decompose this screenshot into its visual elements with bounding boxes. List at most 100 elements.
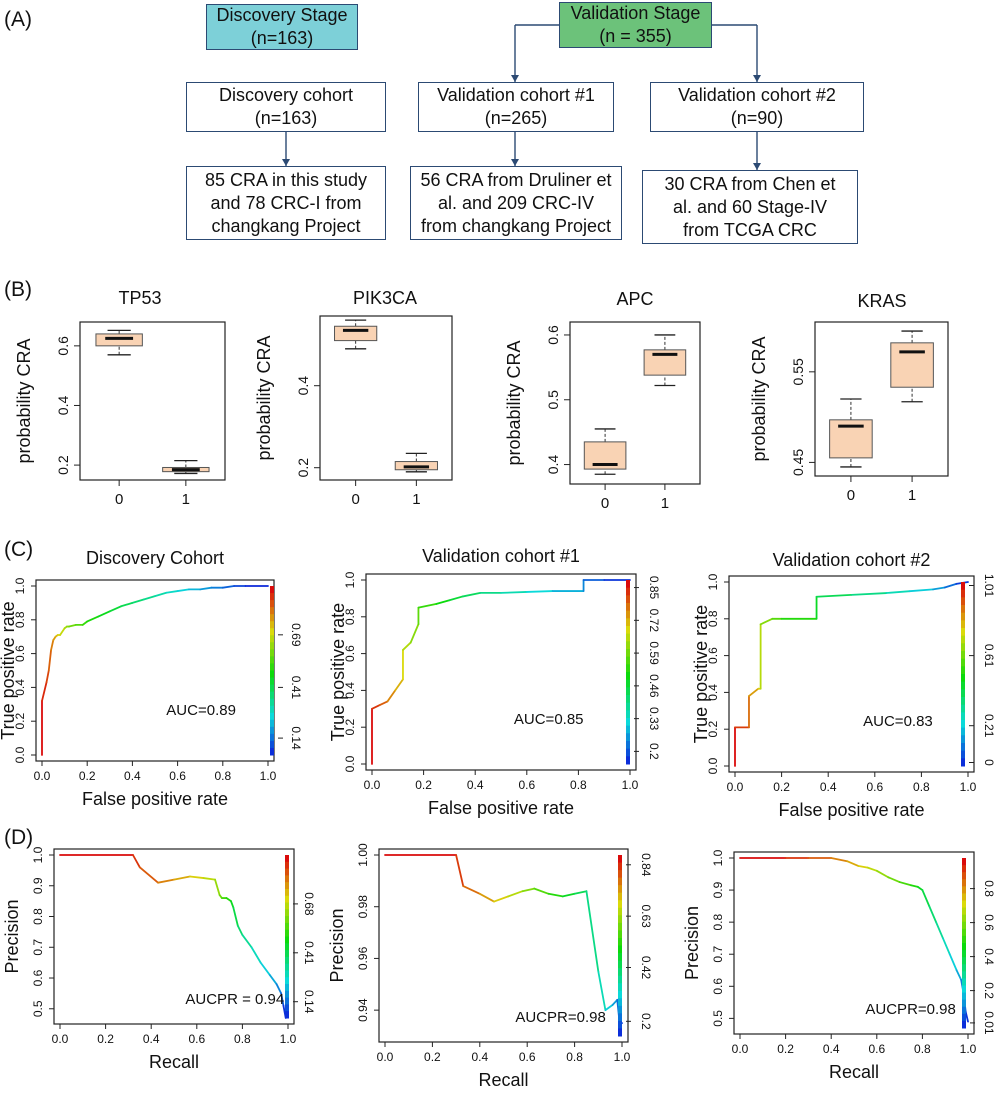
colorbar-tick-label-1-4: 0.72 (647, 609, 661, 633)
curve-segment-3-14 (241, 934, 253, 949)
colorbar-3-11 (285, 929, 289, 937)
colorbar-5-5 (962, 893, 966, 901)
colorbar-2-8 (961, 643, 965, 652)
colorbar-tick-label-3-0: 0.14 (302, 990, 316, 1014)
curve-segment-5-5 (857, 865, 869, 869)
plot-xlabel-0: False positive rate (82, 789, 228, 809)
plot-ytick-label-0-3: 0.6 (13, 645, 27, 662)
colorbar-2-19 (961, 727, 965, 736)
plot-ytick-label-3-4: 0.9 (31, 877, 45, 894)
colorbar-1-15 (626, 695, 630, 704)
curve-segment-1-3 (386, 689, 397, 703)
plot-xtick-label-1-4: 0.8 (570, 778, 587, 792)
colorbar-5-11 (962, 935, 966, 944)
colorbar-tick-label-5-4: 0.8 (982, 880, 996, 897)
colorbar-0-21 (270, 733, 274, 742)
colorbar-5-16 (962, 971, 966, 979)
plot-xlabel-2: False positive rate (778, 800, 924, 820)
curve-segment-2-14 (932, 586, 946, 591)
curve-segment-2-6 (759, 617, 774, 626)
plot-ylabel-1: True positive rate (328, 603, 348, 741)
colorbar-0-16 (270, 698, 274, 707)
colorbar-3-15 (285, 956, 289, 965)
colorbar-0-19 (270, 719, 274, 728)
colorbar-1-2 (626, 595, 630, 604)
discovery-cohort-desc-box: 85 CRA in this study and 78 CRC-I from c… (186, 166, 386, 240)
plot-xtick-label-2-5: 1.0 (960, 780, 977, 794)
box-frame-0 (79, 321, 226, 481)
colorbar-5-6 (962, 900, 966, 909)
colorbar-3-2 (285, 868, 289, 876)
curve-segment-0-1 (41, 681, 48, 702)
curve-segment-0-16 (108, 605, 122, 613)
box-ylabel-1: probability CRA (254, 335, 274, 460)
colorbar-5-7 (962, 907, 966, 916)
plot-ytick-label-3-0: 0.5 (31, 1000, 45, 1017)
arrow-validation-1-head (511, 159, 519, 166)
colorbar-3-1 (285, 861, 289, 870)
colorbar-tick-label-2-1: 0.21 (982, 714, 996, 738)
plot-title-1: Validation cohort #1 (422, 546, 580, 566)
plot-xtick-label-5-1: 0.2 (777, 1042, 794, 1056)
colorbar-0-4 (270, 614, 274, 622)
colorbar-4-10 (618, 930, 622, 939)
colorbar-0-1 (270, 593, 274, 601)
colorbar-2-6 (961, 628, 965, 637)
plot-xtick-label-2-0: 0.0 (727, 780, 744, 794)
plot-xtick-label-0-2: 0.4 (124, 769, 141, 783)
curve-segment-1-15 (525, 590, 554, 593)
colorbar-5-22 (962, 1013, 966, 1022)
validation-cohort-1-title: Validation cohort #1 (437, 85, 595, 105)
plot-ytick-label-2-0: 0.0 (706, 757, 720, 774)
box-ytick-label-1-1: 0.4 (295, 376, 311, 396)
plot-annotation-1: AUC=0.85 (514, 711, 584, 728)
panel-b-letter: (B) (4, 278, 32, 301)
plot-xtick-label-4-3: 0.6 (519, 1050, 536, 1064)
plot-xtick-label-1-5: 1.0 (622, 778, 639, 792)
arrow-to-cohort-2-head (753, 75, 761, 82)
colorbar-1-18 (626, 718, 630, 727)
plot-title-0: Discovery Cohort (86, 548, 224, 568)
curve-segment-0-24 (199, 586, 213, 591)
curve-segment-5-8 (887, 876, 901, 883)
colorbar-0-7 (270, 635, 274, 643)
plot-ytick-label-3-1: 0.6 (31, 969, 45, 986)
colorbar-2-23 (961, 758, 965, 767)
curve-segment-1-7 (409, 623, 420, 644)
plot-annotation-0: AUC=0.89 (166, 702, 236, 719)
plot-xtick-label-2-1: 0.2 (773, 780, 790, 794)
colorbar-4-23 (618, 1028, 622, 1037)
curve-segment-0-11 (68, 623, 77, 628)
colorbar-tick-label-1-2: 0.46 (647, 674, 661, 698)
box-frame-1 (319, 315, 453, 481)
curve-segment-1-10 (435, 599, 451, 605)
box-ytick-label-0-1: 0.4 (55, 396, 71, 416)
discovery-cohort-title: Discovery cohort (218, 85, 354, 105)
plot-ylabel-3: Precision (2, 899, 22, 973)
colorbar-1-12 (626, 672, 630, 681)
colorbar-3-6 (285, 895, 289, 904)
curve-segment-1-11 (448, 595, 464, 602)
colorbar-4-15 (618, 968, 622, 977)
plot-annotation-5: AUCPR=0.98 (865, 1001, 955, 1018)
colorbar-4-6 (618, 900, 622, 909)
colorbar-4-12 (618, 945, 622, 954)
curve-segment-5-15 (942, 937, 951, 956)
curve-segment-3-10 (225, 897, 232, 903)
colorbar-5-19 (962, 992, 966, 1001)
colorbar-4-0 (618, 855, 622, 864)
curve-segment-1-4 (394, 678, 404, 692)
plot-ytick-label-5-4: 0.9 (711, 881, 725, 898)
plot-xtick-label-3-5: 1.0 (280, 1032, 297, 1046)
curve-segment-4-3 (478, 892, 495, 903)
plot-ytick-label-2-5: 1.0 (706, 573, 720, 590)
colorbar-5-1 (962, 865, 966, 873)
plot-xtick-label-2-4: 0.8 (913, 780, 930, 794)
plot-ylabel-4: Precision (327, 908, 347, 982)
curve-segment-0-17 (120, 602, 134, 608)
colorbar-4-20 (618, 1005, 622, 1014)
colorbar-tick-label-1-3: 0.59 (647, 641, 661, 665)
colorbar-5-12 (962, 943, 966, 951)
colorbar-2-9 (961, 651, 965, 660)
colorbar-0-18 (270, 712, 274, 721)
